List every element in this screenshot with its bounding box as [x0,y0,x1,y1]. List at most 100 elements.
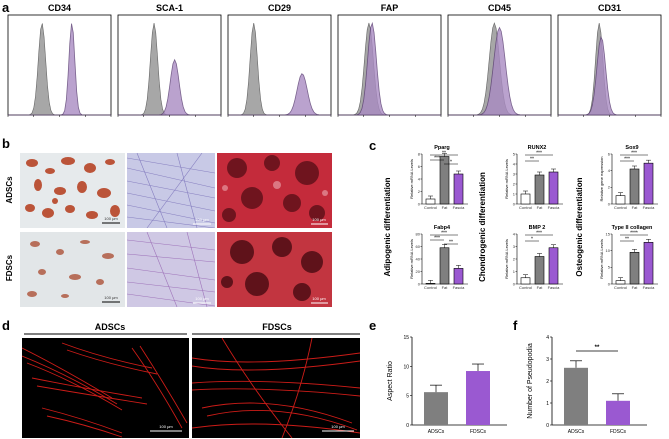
panel-label-c: c [369,138,377,153]
y-tick-label: 40 [416,256,421,261]
y-tick-label: 4 [513,231,516,236]
scale-label: 100 μm [312,296,326,301]
y-tick-label: 0 [406,423,409,429]
y-tick-label: 3 [513,171,516,176]
bar-fascia [643,242,654,285]
x-tick-label: Fascia [548,285,561,290]
y-tick-label: 0 [608,281,611,286]
panel-label-d: d [2,318,10,333]
x-tick-label: Fascia [453,285,466,290]
bar-fat [629,168,640,205]
chart-title: Sox9 [625,145,638,151]
cyto-image-adscs: 100 μm [22,338,189,438]
x-tick-label: Control [424,285,437,290]
y-tick-label: 3 [513,244,516,249]
bar-fdscs [466,371,490,425]
bar-fat [439,156,450,205]
y-tick-label: 4 [418,176,421,181]
x-tick-label: Control [519,205,532,210]
y-tick-label: 0 [513,281,516,286]
y-tick-label: 8 [418,151,421,156]
diff-chart-2: RUNX2 Relative mRNA Levels 0 1 2 3 4 5 Control Fa… [504,145,563,210]
y-tick-label: 2 [418,189,421,194]
scale-label: 100 μm [195,217,209,222]
bar-control [425,283,436,285]
panel-label-a: a [2,0,10,15]
significance-marker: ** [530,157,534,163]
group-label-adipogenic: Adipogenic differentiation [383,177,392,276]
micrograph-chondro-adscs: 100 μm [127,153,215,228]
bar-fascia [453,268,464,285]
histogram-fap: FAP [337,3,442,117]
cyto-label-adscs: ADSCs [95,322,126,332]
x-tick-label: FDSCs [610,429,627,435]
y-tick-label: 5 [513,151,516,156]
chart-ylabel: Relative mRNA Levels [409,239,414,279]
x-tick-label: Control [614,205,627,210]
histogram-title: FAP [381,3,399,13]
histogram-cd29: CD29 [227,3,332,117]
row-label-fdscs: FDSCs [5,254,14,281]
y-tick-label: 10 [606,248,611,253]
bar-control [425,198,436,205]
scale-label: 100 μm [159,424,173,429]
histogram-title: SCA-1 [156,3,183,13]
y-tick-label: 6 [608,151,611,156]
chart-ylabel: Aspect Ratio [387,361,394,401]
y-tick-label: 1 [513,269,516,274]
bar-fascia [548,171,559,205]
y-tick-label: 15 [606,231,611,236]
row-label-adscs: ADSCs [5,176,14,204]
x-tick-label: Fascia [453,205,466,210]
x-tick-label: Control [424,205,437,210]
scale-label: 100 μm [195,296,209,301]
chart-ylabel: Relative mRNA Levels [599,239,604,279]
x-tick-label: FDSCs [470,429,487,435]
histogram-title: CD45 [488,3,511,13]
x-tick-label: Fat [632,205,639,210]
y-tick-label: 4 [546,335,549,341]
x-tick-label: Fat [537,285,544,290]
x-tick-label: Fat [632,285,639,290]
x-tick-label: Control [614,285,627,290]
x-tick-label: Fascia [643,285,656,290]
diff-chart-1: Fabp4 Relative mRNA Levels 0 20 40 60 80 Contro… [409,225,468,290]
significance-marker: **** [630,231,638,237]
y-tick-label: 0 [418,281,421,286]
scale-label: 100 μm [312,217,326,222]
histogram-sca-1: SCA-1 [117,3,222,117]
histogram-cd31: CD31 [557,3,662,117]
chart-title: Pparg [434,145,450,151]
y-tick-label: 80 [416,231,421,236]
bar-control [615,280,626,285]
group-label-osteogenic: Osteogenic differentiation [575,177,584,276]
cyto-image-fdscs: 100 μm [192,338,360,438]
chart-ylabel: Relative mRNA Levels [504,239,509,279]
chart-ylabel: Relative gene expression [599,157,604,202]
x-tick-label: ADSCs [568,429,585,435]
significance-marker: ** [625,237,629,243]
micrograph-adipo-fdscs: 100 μm [20,232,125,307]
diff-chart-3: BMP 2 Relative mRNA Levels 0 1 2 3 4 Control Fat… [504,225,563,290]
micrograph-adipo-adscs: 100 μm [20,153,125,228]
diff-chart-0: Pparg Relative mRNA Levels 0 2 4 6 8 Control Fat… [409,145,468,210]
significance-marker: *** [434,236,440,242]
significance-marker: ** [449,240,453,246]
significance-marker: *** [441,231,447,237]
x-tick-label: Fat [537,205,544,210]
significance-marker: ** [595,345,600,351]
y-tick-label: 2 [546,379,549,385]
y-tick-label: 0 [546,423,549,429]
panel-label-b: b [2,136,10,151]
diff-chart-5: Type II collagen Relative mRNA Levels 0 5 10… [599,225,658,290]
chart-title: Fabp4 [434,225,451,231]
chart-ylabel: Relative mRNA Levels [409,159,414,199]
cyto-label-fdscs: FDSCs [262,322,292,332]
micrograph-osteo-adscs: 100 μm [217,153,332,228]
micro-row-labels: ADSCs FDSCs [5,176,14,281]
x-tick-label: ADSCs [428,429,445,435]
y-tick-label: 0 [513,201,516,206]
bar-control [615,195,626,205]
y-tick-label: 1 [546,401,549,407]
